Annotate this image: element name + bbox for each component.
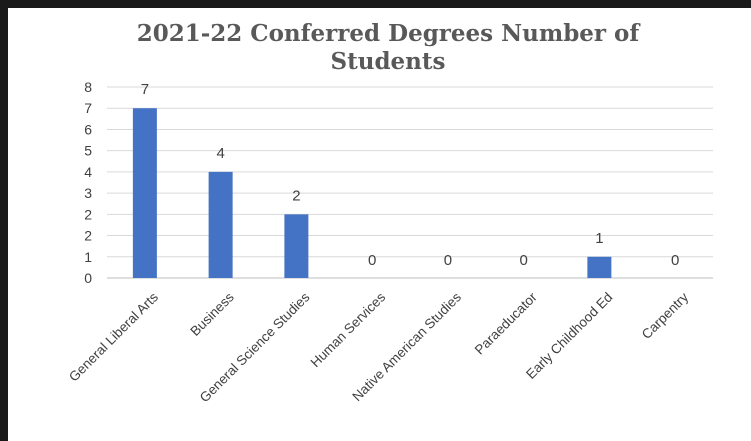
bar — [284, 214, 309, 278]
y-tick-label: 5 — [84, 143, 92, 159]
data-label: 2 — [292, 187, 300, 204]
data-label: 4 — [216, 145, 224, 162]
y-tick-label: 0 — [84, 270, 92, 286]
x-tick-label: Human Services — [308, 289, 389, 370]
x-tick-label: Early Childhood Ed — [523, 290, 615, 382]
data-label: 0 — [444, 252, 452, 269]
data-label: 1 — [595, 230, 603, 247]
bar — [132, 108, 157, 278]
chart-title: 2021-22 Conferred Degrees Number of Stud… — [136, 20, 640, 75]
y-tick-label: 3 — [84, 185, 92, 201]
data-label: 0 — [368, 252, 376, 269]
data-label: 0 — [519, 252, 527, 269]
chart-frame: 2021-22 Conferred Degrees Number of Stud… — [8, 8, 751, 441]
y-tick-label: 6 — [84, 121, 92, 137]
y-tick-label: 4 — [84, 164, 92, 180]
bar — [587, 256, 612, 278]
bar — [208, 171, 233, 278]
x-tick-label: Business — [187, 289, 237, 339]
y-tick-label: 1 — [84, 249, 92, 265]
x-tick-label: General Liberal Arts — [66, 289, 161, 384]
data-label: 7 — [141, 81, 149, 98]
data-label: 0 — [671, 252, 679, 269]
x-tick-label: Paraeducator — [472, 289, 540, 357]
x-tick-label: Carpentry — [639, 289, 692, 342]
y-tick-label: 2 — [84, 206, 92, 222]
y-tick-label: 2 — [84, 228, 92, 244]
y-tick-label: 8 — [84, 79, 92, 95]
y-tick-label: 7 — [84, 100, 92, 116]
